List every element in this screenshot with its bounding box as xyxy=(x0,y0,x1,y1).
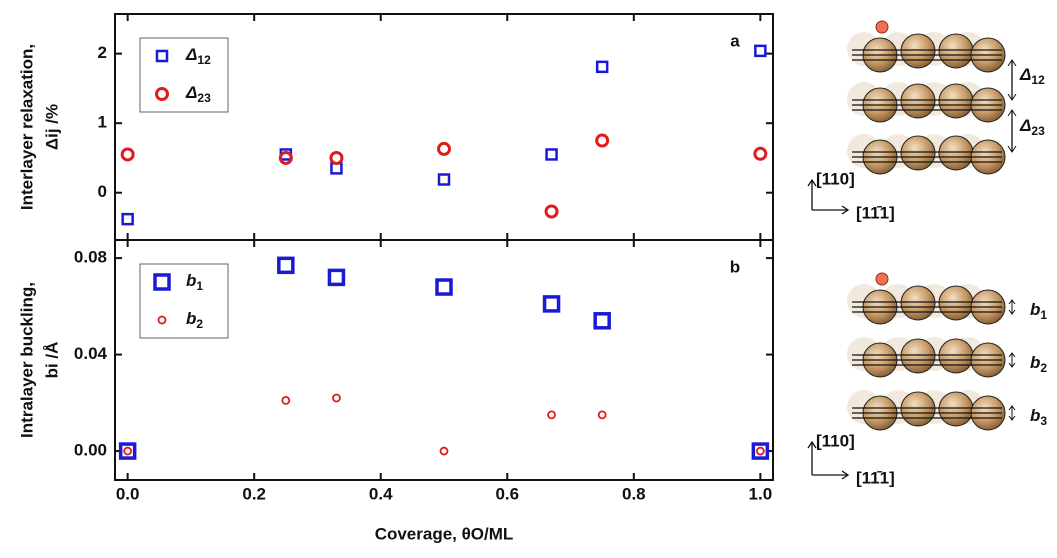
marker xyxy=(123,446,133,456)
y-tick-label: 1 xyxy=(98,113,107,132)
marker xyxy=(593,312,611,330)
marker xyxy=(281,396,291,405)
atom xyxy=(938,33,974,69)
axis-arrow xyxy=(807,440,850,480)
marker xyxy=(327,268,346,287)
marker xyxy=(277,256,295,275)
marker xyxy=(118,442,137,460)
marker xyxy=(155,49,169,63)
legend-label: Δ12 xyxy=(185,45,211,67)
marker xyxy=(437,173,451,186)
legend-label: b1 xyxy=(186,271,203,293)
axis-arrow xyxy=(807,178,850,215)
marker xyxy=(753,146,768,161)
arrow-head xyxy=(1008,299,1016,315)
marker xyxy=(121,212,134,226)
axis-label: [11̄1] xyxy=(856,203,895,222)
marker xyxy=(751,442,770,460)
marker xyxy=(332,393,341,403)
atom xyxy=(900,83,936,119)
marker xyxy=(542,295,561,313)
marker xyxy=(544,204,559,219)
x-axis-label: Coverage, θO/ML xyxy=(375,524,514,543)
y-axis-label: Intralayer buckling, xyxy=(17,282,36,438)
y-tick-label: 0.08 xyxy=(74,248,107,267)
marker xyxy=(157,315,167,325)
axis-label: [11̄1] xyxy=(856,468,895,487)
atom xyxy=(938,338,974,374)
atom xyxy=(900,135,936,171)
y-tick-label: 0.00 xyxy=(74,441,107,460)
adatom xyxy=(875,20,889,34)
marker xyxy=(155,87,169,101)
legend-label: Δ23 xyxy=(185,83,211,105)
diagram-label: Δ12 xyxy=(1019,65,1045,87)
marker xyxy=(120,147,135,162)
axis-label: [110] xyxy=(816,431,855,450)
panel-label: a xyxy=(730,31,740,50)
plot-frame xyxy=(114,239,774,481)
marker xyxy=(437,141,451,156)
y-axis-label: bi /Å xyxy=(42,342,61,379)
x-tick-label: 1.0 xyxy=(749,484,773,503)
panel-label: b xyxy=(730,257,740,276)
marker xyxy=(595,60,609,74)
legend-box xyxy=(139,37,229,113)
marker xyxy=(439,446,449,456)
atom xyxy=(900,33,936,69)
arrow-head xyxy=(1008,405,1016,421)
marker xyxy=(755,446,765,456)
atom xyxy=(900,391,936,427)
marker xyxy=(329,150,344,165)
x-tick-label: 0.8 xyxy=(622,484,646,503)
legend-box xyxy=(139,263,229,339)
arrow-head xyxy=(1008,352,1016,368)
axis-label: [110] xyxy=(816,169,855,188)
marker xyxy=(153,273,171,291)
marker xyxy=(278,150,293,165)
atom xyxy=(900,338,936,374)
diagram-label: Δ23 xyxy=(1019,116,1045,138)
diagram-label: b3 xyxy=(1030,406,1047,428)
y-tick-label: 0.04 xyxy=(74,344,108,363)
legend-label: b2 xyxy=(186,309,203,331)
y-tick-label: 0 xyxy=(98,182,107,201)
x-tick-label: 0.6 xyxy=(495,484,519,503)
y-tick-label: 2 xyxy=(98,43,107,62)
diagram-label: b2 xyxy=(1030,353,1047,375)
marker xyxy=(547,410,556,420)
y-axis-label: Δij /% xyxy=(42,104,61,150)
marker xyxy=(754,44,767,58)
diagram-label: b1 xyxy=(1030,300,1047,322)
y-axis-label: Interlayer relaxation, xyxy=(17,44,36,210)
marker xyxy=(595,133,610,148)
x-tick-label: 0.2 xyxy=(242,484,266,503)
atom xyxy=(938,285,974,321)
arrow-head xyxy=(1007,59,1017,101)
atom xyxy=(900,285,936,321)
atom xyxy=(938,83,974,119)
x-tick-label: 0.4 xyxy=(369,484,393,503)
marker xyxy=(435,278,453,296)
marker xyxy=(545,148,558,161)
adatom xyxy=(875,272,889,286)
arrow-head xyxy=(1007,109,1017,153)
atom xyxy=(938,391,974,427)
marker xyxy=(597,410,607,420)
x-tick-label: 0.0 xyxy=(116,484,140,503)
atom xyxy=(938,135,974,171)
